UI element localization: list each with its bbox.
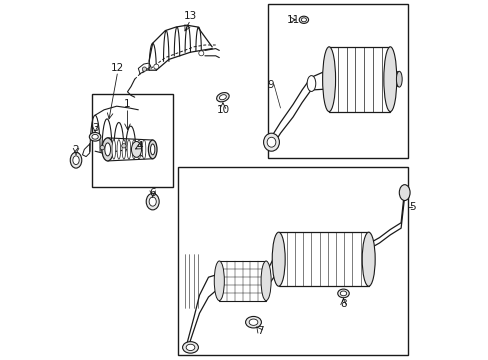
Text: 8: 8 (340, 299, 346, 309)
Ellipse shape (261, 261, 270, 301)
Text: 5: 5 (409, 202, 415, 212)
Ellipse shape (299, 16, 308, 23)
Ellipse shape (112, 140, 115, 159)
Ellipse shape (146, 193, 159, 210)
Text: 3: 3 (92, 123, 98, 133)
Bar (219, 261, 265, 301)
Ellipse shape (102, 138, 113, 161)
Text: 7: 7 (257, 326, 264, 336)
Ellipse shape (383, 47, 396, 112)
Polygon shape (138, 63, 151, 74)
Ellipse shape (104, 143, 110, 156)
Ellipse shape (148, 140, 157, 159)
Ellipse shape (89, 132, 101, 141)
Ellipse shape (186, 344, 194, 351)
Ellipse shape (182, 342, 198, 353)
Ellipse shape (396, 71, 401, 87)
Ellipse shape (73, 156, 79, 165)
Ellipse shape (245, 316, 261, 328)
Ellipse shape (127, 140, 130, 159)
Bar (328, 47, 389, 112)
Ellipse shape (122, 140, 125, 159)
Bar (278, 232, 368, 286)
Ellipse shape (142, 140, 145, 159)
Text: 12: 12 (111, 63, 124, 73)
Text: 13: 13 (183, 11, 197, 21)
Text: 1: 1 (124, 99, 131, 109)
Ellipse shape (340, 291, 346, 296)
Ellipse shape (131, 141, 141, 157)
Ellipse shape (70, 152, 81, 168)
Ellipse shape (266, 137, 275, 147)
Ellipse shape (92, 134, 98, 139)
Ellipse shape (142, 67, 146, 71)
Ellipse shape (322, 47, 335, 112)
Ellipse shape (100, 145, 104, 150)
Ellipse shape (272, 232, 285, 286)
Ellipse shape (132, 140, 136, 159)
Ellipse shape (301, 18, 306, 22)
Ellipse shape (214, 261, 224, 301)
Ellipse shape (306, 76, 315, 91)
Ellipse shape (153, 64, 159, 69)
Text: 2: 2 (73, 145, 79, 156)
Ellipse shape (150, 144, 155, 155)
Ellipse shape (219, 95, 226, 100)
Bar (91, 94, 172, 187)
Ellipse shape (399, 185, 409, 201)
Ellipse shape (199, 51, 203, 56)
Ellipse shape (137, 140, 141, 159)
Bar (267, 4, 407, 158)
Text: 6: 6 (149, 188, 156, 198)
Bar (178, 167, 407, 355)
Ellipse shape (248, 319, 257, 325)
Text: 4: 4 (137, 141, 143, 151)
Text: 10: 10 (216, 105, 229, 115)
Ellipse shape (216, 93, 229, 102)
Ellipse shape (263, 133, 279, 151)
Text: 9: 9 (266, 80, 273, 90)
Ellipse shape (362, 232, 374, 286)
Ellipse shape (122, 144, 126, 148)
Ellipse shape (149, 197, 156, 206)
Text: 11: 11 (286, 15, 299, 25)
Ellipse shape (117, 140, 121, 159)
Ellipse shape (337, 289, 348, 298)
